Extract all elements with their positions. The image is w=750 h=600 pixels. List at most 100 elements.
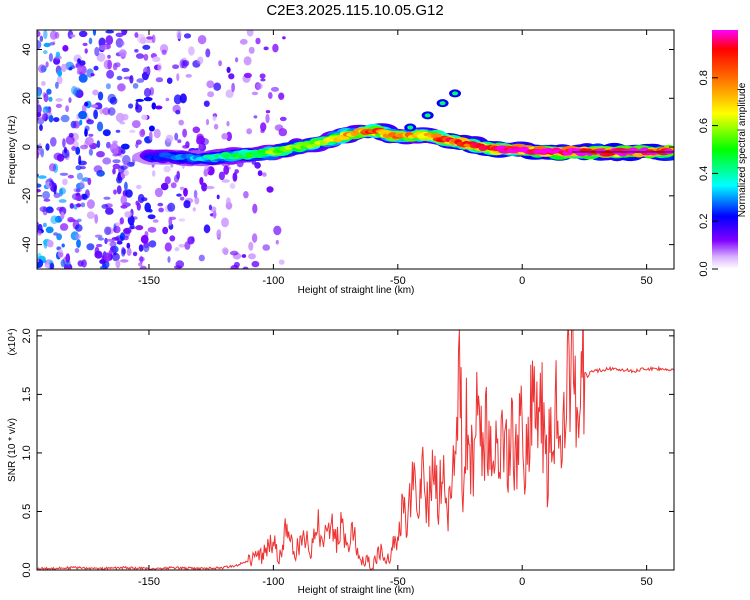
noise-blob [59, 188, 63, 197]
noise-blob [107, 59, 112, 70]
noise-blob [248, 46, 255, 54]
noise-blob [275, 239, 279, 245]
noise-blob [106, 141, 111, 149]
noise-blob [278, 92, 285, 100]
noise-blob [72, 120, 80, 129]
noise-blob [120, 259, 129, 263]
noise-blob [208, 204, 212, 211]
noise-blob [76, 239, 81, 248]
noise-blob [176, 193, 182, 197]
noise-blob [152, 170, 156, 177]
noise-blob [161, 49, 167, 56]
noise-blob [121, 247, 126, 257]
noise-blob [273, 225, 282, 236]
noise-blob [62, 45, 69, 52]
noise-blob [82, 42, 88, 47]
noise-blob [108, 242, 117, 247]
noise-blob [266, 186, 274, 193]
noise-blob [143, 53, 149, 61]
noise-blob [86, 199, 95, 209]
noise-blob [49, 30, 58, 40]
branch-blob [452, 91, 459, 96]
noise-blob [76, 172, 83, 180]
noise-blob [218, 171, 225, 181]
noise-blob [229, 250, 239, 256]
noise-blob [96, 121, 104, 132]
noise-blob [39, 124, 43, 131]
ridge-blob [337, 136, 350, 141]
noise-blob [37, 175, 47, 179]
noise-blob [88, 37, 93, 45]
noise-blob [79, 119, 83, 126]
x-tick-label: -50 [390, 576, 406, 588]
noise-blob [75, 224, 83, 232]
noise-blob [117, 171, 121, 182]
noise-blob [45, 61, 49, 68]
noise-blob [43, 42, 51, 48]
noise-blob [115, 32, 124, 38]
noise-blob [174, 132, 179, 141]
noise-blob [204, 164, 210, 173]
noise-blob [129, 129, 136, 133]
noise-blob [46, 88, 52, 95]
noise-blob [124, 211, 132, 218]
noise-blob [78, 30, 88, 38]
noise-blob [99, 265, 108, 269]
noise-blob [84, 48, 88, 54]
noise-blob [109, 143, 119, 154]
noise-blob [134, 32, 139, 38]
noise-blob [265, 110, 271, 114]
noise-blob [106, 69, 115, 79]
noise-blob [140, 197, 148, 202]
x-tick-label: -150 [138, 275, 160, 287]
y-tick-label: 0.5 [21, 504, 33, 519]
noise-blob [107, 107, 116, 116]
noise-blob [80, 202, 86, 208]
noise-blob [135, 98, 144, 102]
noise-blob [146, 36, 154, 40]
noise-blob [123, 161, 130, 169]
noise-blob [201, 182, 208, 192]
noise-blob [112, 153, 120, 157]
noise-blob [58, 199, 67, 203]
noise-blob [158, 207, 164, 213]
noise-blob [120, 143, 130, 150]
x-tick-label: -50 [390, 275, 406, 287]
noise-blob [111, 246, 117, 256]
noise-blob [62, 178, 68, 186]
branch-blob [407, 125, 414, 130]
noise-blob [55, 81, 59, 89]
noise-blob [213, 82, 222, 91]
noise-blob [104, 226, 112, 236]
noise-blob [129, 223, 135, 230]
noise-blob [225, 89, 234, 98]
colorbar-label: Normalized spectral amplitude [737, 82, 748, 217]
noise-blob [112, 163, 121, 170]
noise-blob [37, 112, 42, 118]
noise-blob [50, 137, 57, 147]
noise-blob [205, 118, 210, 126]
noise-blob [56, 206, 64, 211]
noise-blob [235, 57, 239, 63]
noise-blob [174, 247, 180, 252]
noise-blob [173, 94, 182, 105]
noise-blob [71, 85, 78, 95]
noise-blob [112, 159, 121, 164]
noise-blob [197, 35, 207, 45]
noise-blob [59, 223, 69, 231]
noise-blob [148, 209, 153, 213]
noise-blob [183, 187, 188, 197]
noise-blob [65, 135, 75, 145]
noise-blob [197, 56, 204, 65]
noise-blob [138, 262, 143, 267]
noise-blob [105, 238, 115, 242]
noise-blob [263, 46, 269, 51]
noise-blob [57, 252, 64, 258]
y-tick-label: -20 [21, 188, 33, 204]
noise-blob [185, 74, 192, 78]
noise-blob [155, 77, 164, 83]
noise-blob [107, 54, 111, 59]
noise-blob [77, 260, 84, 267]
noise-blob [127, 215, 135, 226]
noise-blob [43, 30, 48, 40]
